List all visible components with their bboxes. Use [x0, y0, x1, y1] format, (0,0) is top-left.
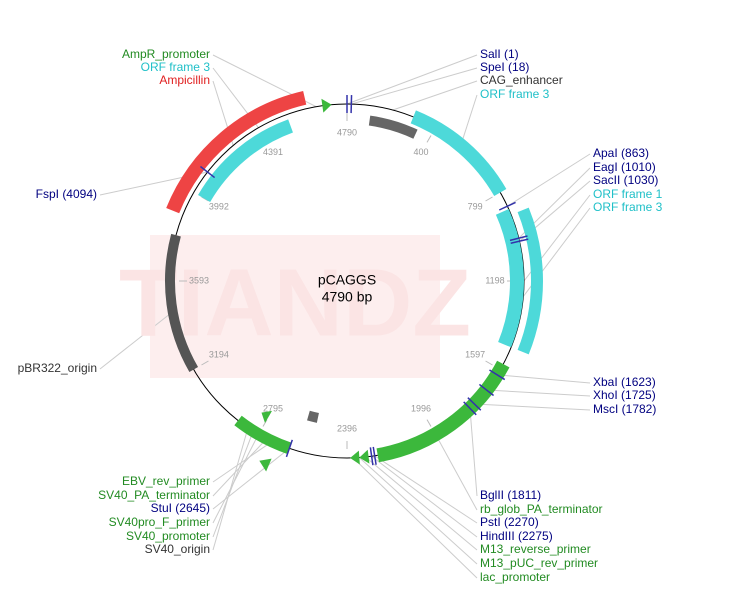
tick-label: 1597: [465, 349, 485, 359]
feature-label: SV40_PA_terminator: [98, 488, 210, 502]
cut-site: [285, 439, 294, 458]
tick-label: 4790: [337, 127, 357, 137]
feature-label: SV40_origin: [145, 542, 210, 556]
feature-label: PstI (2270): [480, 515, 539, 529]
feature-label: SpeI (18): [480, 60, 529, 74]
feature-label: ApaI (863): [593, 146, 649, 160]
feature-label: lac_promoter: [480, 570, 550, 584]
tick-label: 3992: [209, 201, 229, 211]
tick-mark: [201, 360, 209, 366]
leader-line: [435, 434, 478, 511]
feature-arc: [517, 207, 543, 355]
tick-mark: [485, 360, 493, 366]
leader-line: [99, 311, 173, 370]
cut-site: [509, 235, 528, 242]
leader-line: [212, 441, 273, 483]
leader-line: [474, 403, 591, 411]
plasmid-size: 4790 bp: [322, 289, 373, 305]
feature-arc: [410, 110, 507, 197]
tick-label: 2396: [337, 423, 357, 433]
feature-label: XbaI (1623): [593, 375, 656, 389]
feature-label: M13_pUC_rev_primer: [480, 556, 598, 570]
plasmid-name: pCAGGS: [318, 272, 376, 288]
leader-line: [374, 455, 478, 524]
feature-label: pBR322_origin: [18, 361, 97, 375]
feature-label: StuI (2645): [151, 501, 210, 515]
feature-arc: [307, 410, 319, 423]
tick-label: 4391: [263, 147, 283, 157]
leader-line: [351, 67, 478, 105]
feature-label: ORF frame 3: [480, 87, 550, 101]
tick-label: 2795: [263, 404, 283, 414]
feature-label: FspI (4094): [36, 187, 97, 201]
tick-label: 400: [413, 147, 428, 157]
tick-mark: [485, 196, 493, 202]
cut-site: [489, 369, 506, 381]
feature-label: SacII (1030): [593, 173, 658, 187]
feature-label: ORF frame 3: [141, 60, 211, 74]
leader-line: [365, 456, 478, 551]
feature-arc: [198, 119, 294, 203]
feature-label: ORF frame 1: [593, 187, 663, 201]
leader-line: [469, 408, 478, 497]
leader-line: [460, 94, 478, 146]
feature-arc: [495, 209, 524, 348]
tick-label: 799: [468, 201, 483, 211]
tick-mark: [426, 419, 432, 427]
tick-label: 3194: [209, 349, 229, 359]
cut-site: [478, 383, 495, 397]
tick-label: 1996: [411, 404, 431, 414]
feature-label: MscI (1782): [593, 402, 656, 416]
leader-line: [352, 457, 478, 579]
tick-label: 3593: [189, 275, 209, 285]
feature-arrow: [261, 410, 272, 424]
leader-line: [359, 457, 478, 565]
feature-label: SalI (1): [480, 47, 519, 61]
feature-arrow: [359, 449, 370, 464]
feature-label: SV40_promoter: [126, 529, 210, 543]
feature-label: ORF frame 3: [593, 200, 663, 214]
feature-arc: [234, 415, 292, 455]
cut-site: [199, 165, 216, 179]
cut-site: [372, 446, 377, 465]
feature-arrow: [350, 450, 360, 465]
cut-site: [510, 238, 529, 244]
leader-line: [392, 80, 478, 111]
feature-label: SV40pro_F_primer: [109, 515, 210, 529]
feature-arc: [165, 233, 199, 372]
leader-line: [212, 434, 259, 524]
feature-arrow: [259, 458, 272, 472]
cut-site: [467, 397, 482, 411]
feature-label: M13_reverse_primer: [480, 542, 591, 556]
feature-label: HindIII (2275): [480, 529, 553, 543]
leader-line: [371, 455, 478, 538]
feature-label: rb_glob_PA_terminator: [480, 502, 603, 516]
watermark-box: [150, 235, 440, 378]
tick-label: 1198: [485, 275, 504, 285]
leader-line: [346, 54, 478, 105]
leader-line: [212, 447, 290, 510]
leader-line: [486, 389, 591, 397]
feature-label: EagI (1010): [593, 160, 656, 174]
leader-line: [212, 438, 268, 497]
feature-arc: [376, 360, 510, 463]
feature-label: AmpR_promoter: [122, 47, 210, 61]
feature-label: BglII (1811): [480, 488, 541, 502]
feature-label: CAG_enhancer: [480, 73, 563, 87]
feature-label: Ampicillin: [159, 73, 210, 87]
tick-mark: [426, 135, 432, 143]
feature-arc: [368, 115, 418, 139]
feature-label: EBV_rev_primer: [122, 474, 210, 488]
cut-site: [369, 447, 374, 466]
feature-label: XhoI (1725): [593, 388, 656, 402]
leader-line: [497, 374, 591, 384]
leader-line: [507, 153, 591, 207]
cut-site: [463, 401, 477, 416]
feature-arrow: [321, 98, 332, 113]
feature-arc: [166, 90, 307, 214]
cut-site: [498, 201, 516, 211]
